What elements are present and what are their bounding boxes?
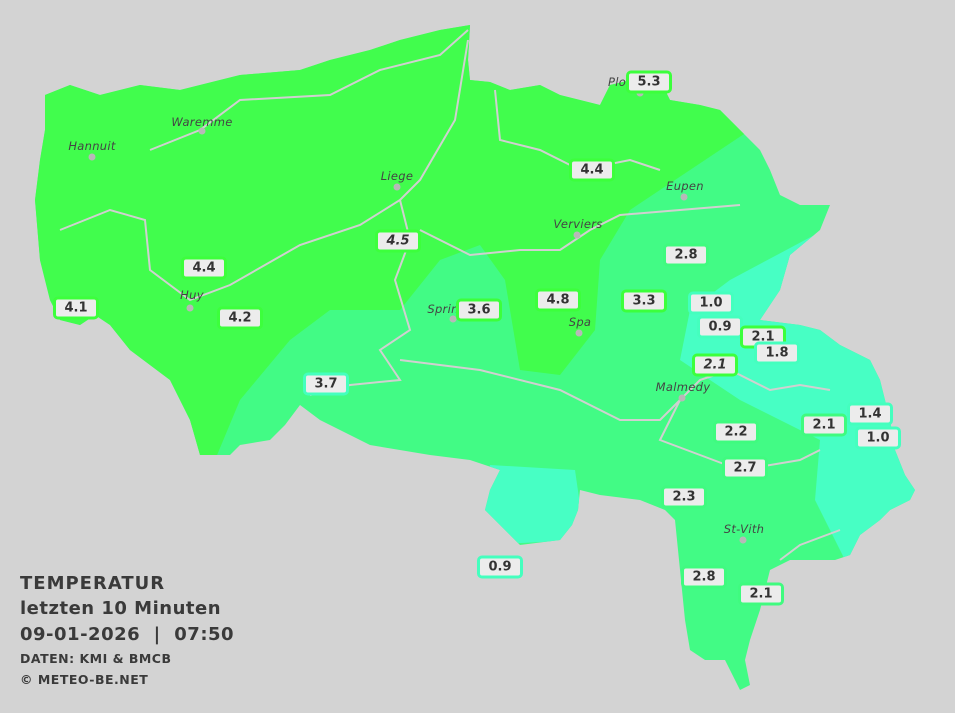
legend-copyright: © METEO-BE.NET bbox=[20, 672, 149, 687]
city-label-spa: Spa bbox=[568, 315, 592, 329]
city-label-st-vith: St-Vith bbox=[723, 522, 765, 536]
legend-subtitle: letzten 10 Minuten bbox=[20, 598, 222, 619]
station-label[interactable]: 2.1 bbox=[801, 413, 847, 437]
legend-title: TEMPERATUR bbox=[20, 573, 166, 594]
city-marker bbox=[186, 304, 194, 312]
station-label[interactable]: 0.9 bbox=[697, 315, 743, 339]
station-label[interactable]: 1.0 bbox=[855, 426, 901, 450]
station-label[interactable]: 3.3 bbox=[621, 289, 667, 313]
station-label[interactable]: 2.1 bbox=[692, 353, 738, 377]
city-label-plo: Plo bbox=[607, 75, 627, 89]
city-label-verviers: Verviers bbox=[553, 217, 603, 231]
city-marker bbox=[739, 536, 747, 544]
city-marker bbox=[393, 183, 401, 191]
zone-warm bbox=[35, 25, 915, 460]
station-label[interactable]: 3.6 bbox=[456, 298, 502, 322]
station-label[interactable]: 2.7 bbox=[722, 456, 768, 480]
legend-source: DATEN: KMI & BMCB bbox=[20, 651, 172, 666]
city-label-liege: Liege bbox=[380, 169, 414, 183]
station-label[interactable]: 4.4 bbox=[181, 256, 227, 280]
zone-cool-south bbox=[480, 465, 585, 545]
city-marker bbox=[680, 193, 688, 201]
station-label[interactable]: 3.7 bbox=[303, 372, 349, 396]
station-label[interactable]: 1.0 bbox=[688, 291, 734, 315]
station-label[interactable]: 4.4 bbox=[569, 158, 615, 182]
station-label[interactable]: 1.4 bbox=[847, 402, 893, 426]
city-label-huy: Huy bbox=[180, 288, 204, 302]
city-label-sprin: Sprin bbox=[427, 302, 459, 316]
station-label[interactable]: 4.5 bbox=[375, 229, 421, 253]
city-marker bbox=[678, 394, 686, 402]
station-label[interactable]: 4.1 bbox=[53, 296, 99, 320]
station-label[interactable]: 4.8 bbox=[535, 288, 581, 312]
station-label[interactable]: 4.2 bbox=[217, 306, 263, 330]
legend-datetime: 09-01-2026 | 07:50 bbox=[20, 624, 235, 645]
city-label-hannuit: Hannuit bbox=[68, 139, 116, 153]
map-legend: TEMPERATUR letzten 10 Minuten 09-01-2026… bbox=[20, 572, 234, 690]
station-label[interactable]: 2.3 bbox=[661, 485, 707, 509]
station-label[interactable]: 2.1 bbox=[738, 582, 784, 606]
city-marker bbox=[449, 315, 457, 323]
station-label[interactable]: 0.9 bbox=[477, 555, 523, 579]
station-label[interactable]: 2.8 bbox=[663, 243, 709, 267]
station-label[interactable]: 2.8 bbox=[681, 565, 727, 589]
city-marker bbox=[88, 153, 96, 161]
station-label[interactable]: 2.2 bbox=[713, 420, 759, 444]
city-marker bbox=[573, 231, 581, 239]
station-label[interactable]: 1.8 bbox=[754, 341, 800, 365]
city-label-malmedy: Malmedy bbox=[655, 380, 711, 394]
station-label[interactable]: 5.3 bbox=[626, 70, 672, 94]
city-label-waremme: Waremme bbox=[171, 115, 233, 129]
city-label-eupen: Eupen bbox=[666, 179, 704, 193]
city-marker bbox=[575, 329, 583, 337]
city-marker bbox=[198, 127, 206, 135]
